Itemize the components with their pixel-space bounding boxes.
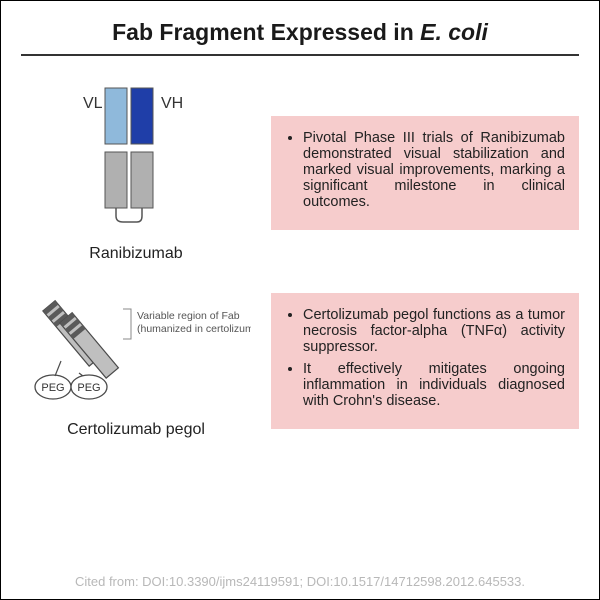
cl-block <box>105 152 127 208</box>
peg-label-1: PEG <box>41 382 64 394</box>
infographic-container: Fab Fragment Expressed in E. coli VL VH <box>1 1 599 599</box>
row-certolizumab: PEG PEG Variable region of Fab (humanize… <box>21 283 579 439</box>
ch-block <box>131 152 153 208</box>
vh-label: VH <box>161 95 183 112</box>
vh-block <box>131 88 153 144</box>
page-title: Fab Fragment Expressed in E. coli <box>21 19 579 46</box>
certolizumab-caption: Certolizumab pegol <box>67 421 205 439</box>
peg-link-1 <box>55 361 61 376</box>
certolizumab-diagram-col: PEG PEG Variable region of Fab (humanize… <box>21 283 251 439</box>
peg-label-2: PEG <box>77 382 100 394</box>
title-divider <box>21 54 579 56</box>
certolizumab-list: Certolizumab pegol functions as a tumor … <box>279 307 565 409</box>
title-italic: E. coli <box>420 19 488 45</box>
ranibizumab-bullet-1: Pivotal Phase III trials of Ranibizumab … <box>303 130 565 210</box>
ranibizumab-diagram-col: VL VH Ranibizumab <box>21 82 251 263</box>
citation-text: Cited from: DOI:10.3390/ijms24119591; DO… <box>21 568 579 589</box>
ranibizumab-textbox: Pivotal Phase III trials of Ranibizumab … <box>271 116 579 230</box>
certolizumab-bullet-2: It effectively mitigates ongoing inflamm… <box>303 361 565 409</box>
certolizumab-bullet-1: Certolizumab pegol functions as a tumor … <box>303 307 565 355</box>
vl-block <box>105 88 127 144</box>
connector-arc <box>116 208 142 222</box>
note-l2: (humanized in certolizumab pegol) <box>137 323 251 335</box>
ranibizumab-caption: Ranibizumab <box>89 245 182 263</box>
vl-label: VL <box>83 95 103 112</box>
certolizumab-diagram: PEG PEG Variable region of Fab (humanize… <box>21 283 251 413</box>
title-text: Fab Fragment Expressed in <box>112 19 420 45</box>
bracket <box>123 309 131 339</box>
ranibizumab-diagram: VL VH <box>61 82 211 237</box>
ranibizumab-list: Pivotal Phase III trials of Ranibizumab … <box>279 130 565 210</box>
certolizumab-textbox: Certolizumab pegol functions as a tumor … <box>271 293 579 429</box>
fab-arm-right <box>60 313 119 378</box>
row-ranibizumab: VL VH Ranibizumab Pivotal Phase III tria… <box>21 82 579 263</box>
note-l1: Variable region of Fab <box>137 310 240 322</box>
